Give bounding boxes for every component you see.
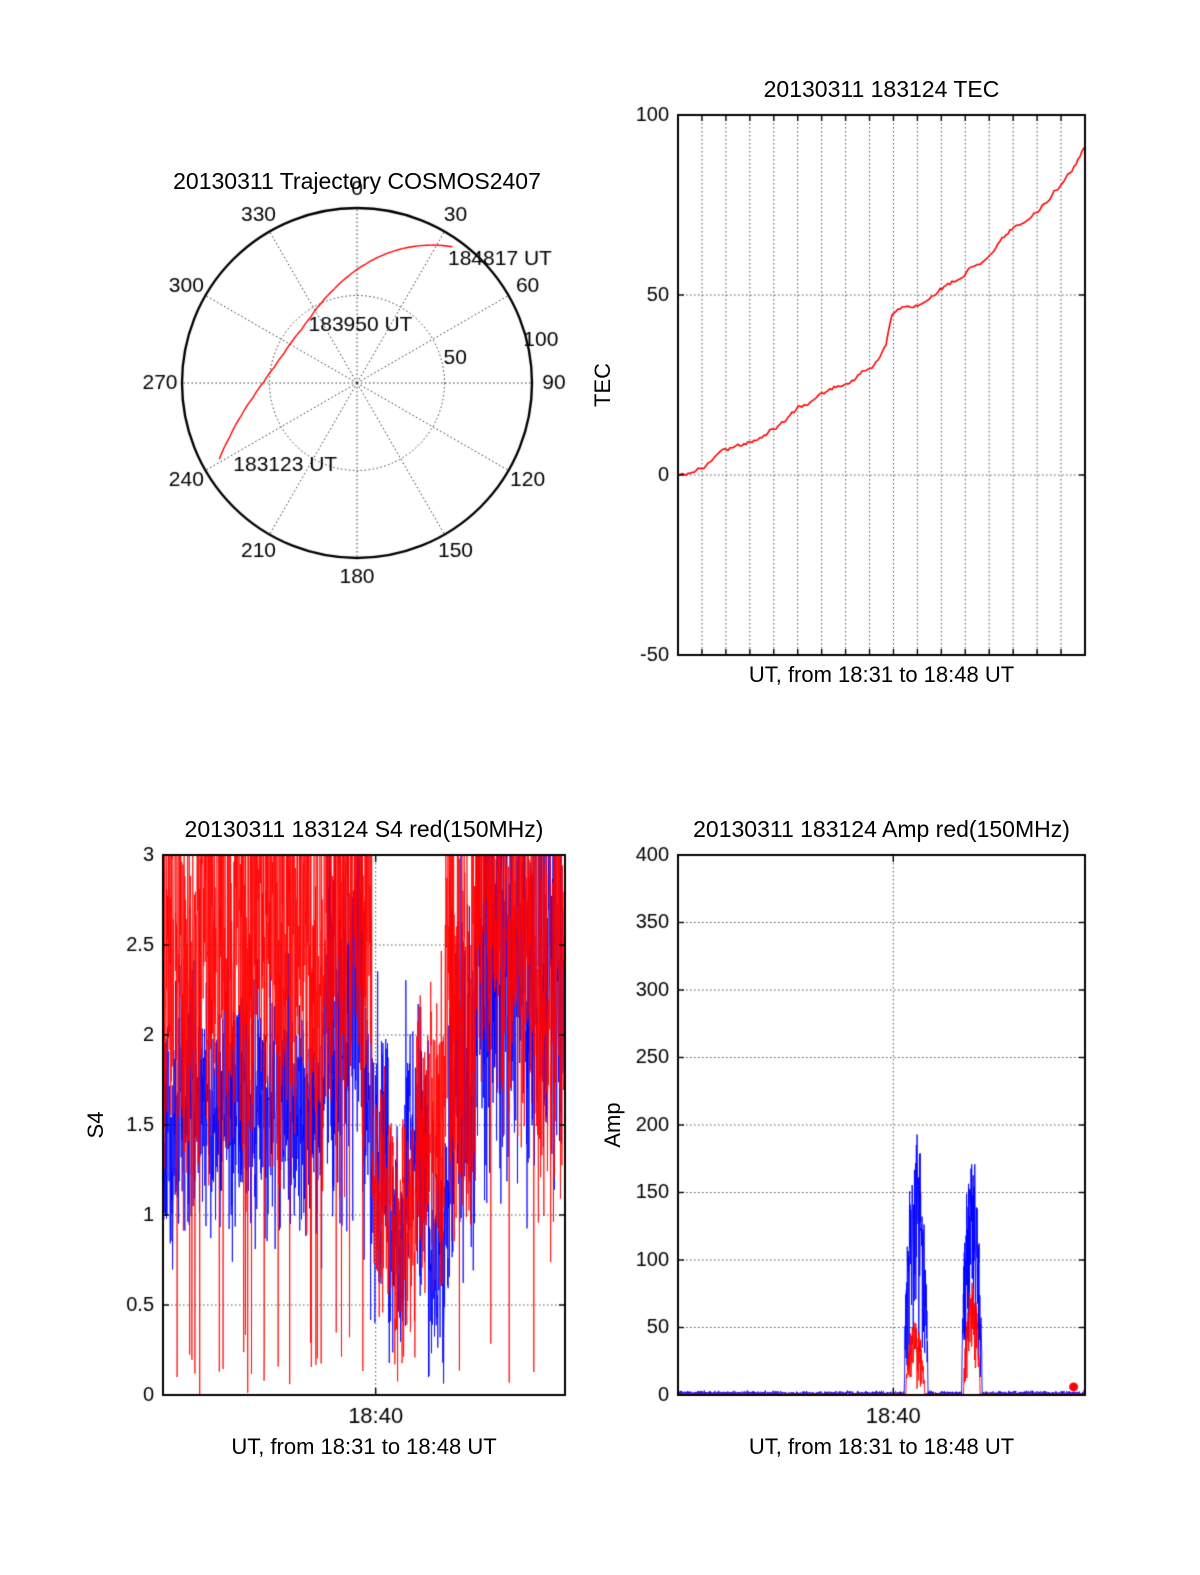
amp-canvas bbox=[560, 835, 1180, 1455]
s4-canvas bbox=[55, 835, 600, 1455]
trajectory-canvas bbox=[100, 170, 620, 640]
s4-xcaption: UT, from 18:31 to 18:48 UT bbox=[231, 1434, 497, 1459]
tec-xcaption: UT, from 18:31 to 18:48 UT bbox=[748, 662, 1015, 687]
amp-xcaption: UT, from 18:31 to 18:48 UT bbox=[748, 1434, 1015, 1459]
tec-canvas bbox=[560, 95, 1180, 695]
